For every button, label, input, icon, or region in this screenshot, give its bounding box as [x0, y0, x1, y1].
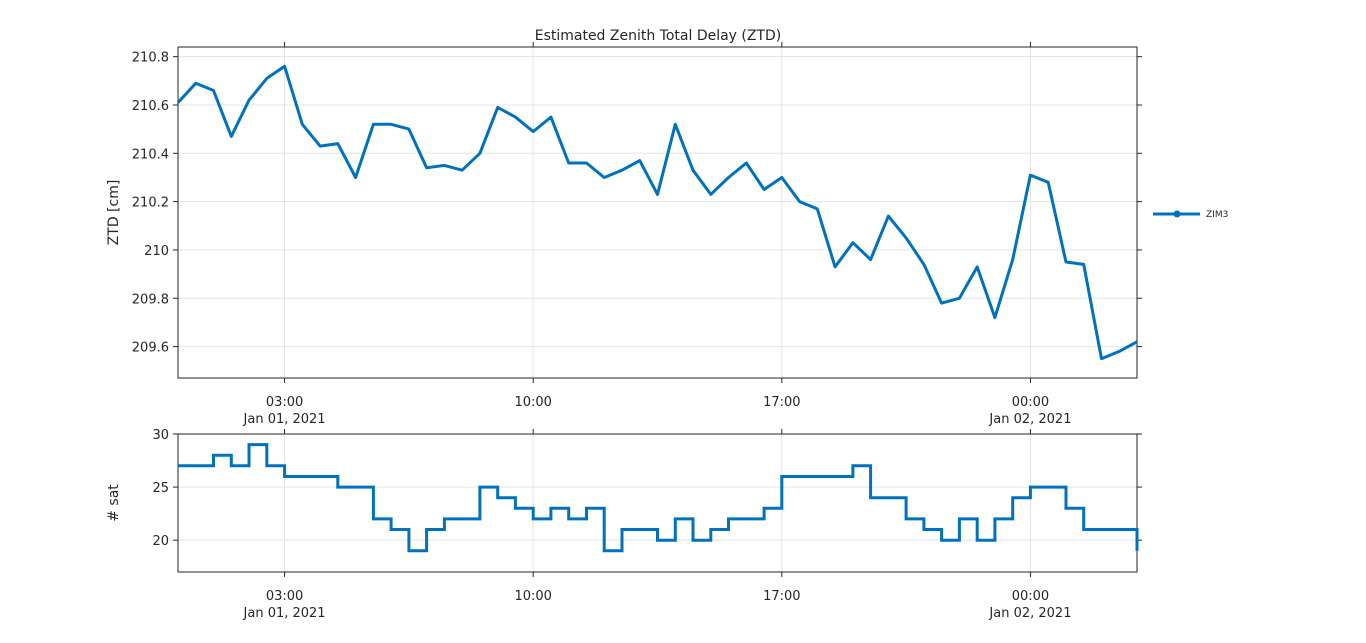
x-tick-label: 10:00 — [514, 589, 551, 604]
plot-frame — [177, 433, 1138, 573]
y-tick-label: 210.4 — [132, 147, 169, 162]
y-tick-label: 210.8 — [132, 51, 169, 66]
plot-frame — [177, 46, 1138, 379]
data-line — [176, 64, 1138, 361]
x-tick-label: 00:00 Jan 02, 2021 — [988, 589, 1071, 621]
y-tick-label: 210.2 — [132, 196, 169, 211]
y-tick-label: 209.6 — [132, 341, 169, 356]
chart-title: Estimated Zenith Total Delay (ZTD) — [535, 28, 782, 44]
x-tick-label: 17:00 — [763, 589, 800, 604]
y-axis-label: ZTD [cm] — [106, 180, 122, 246]
x-tick-label: 17:00 — [763, 395, 800, 410]
x-tick-label: 10:00 — [514, 395, 551, 410]
y-tick-label: 210.6 — [132, 99, 169, 114]
y-tick-label: 30 — [152, 428, 169, 443]
x-tick-label: 03:00 Jan 01, 2021 — [243, 395, 326, 427]
x-tick-label: 00:00 Jan 02, 2021 — [988, 395, 1071, 427]
legend-marker — [1173, 210, 1181, 218]
y-tick-label: 20 — [152, 534, 169, 549]
y-tick-label: 210 — [144, 244, 169, 259]
y-tick-label: 209.8 — [132, 292, 169, 307]
data-line — [178, 443, 1139, 553]
y-axis-label: # sat — [106, 484, 122, 522]
x-tick-label: 03:00 Jan 01, 2021 — [243, 589, 326, 621]
y-tick-label: 25 — [152, 481, 169, 496]
legend-label: ZIM3 — [1206, 210, 1228, 220]
